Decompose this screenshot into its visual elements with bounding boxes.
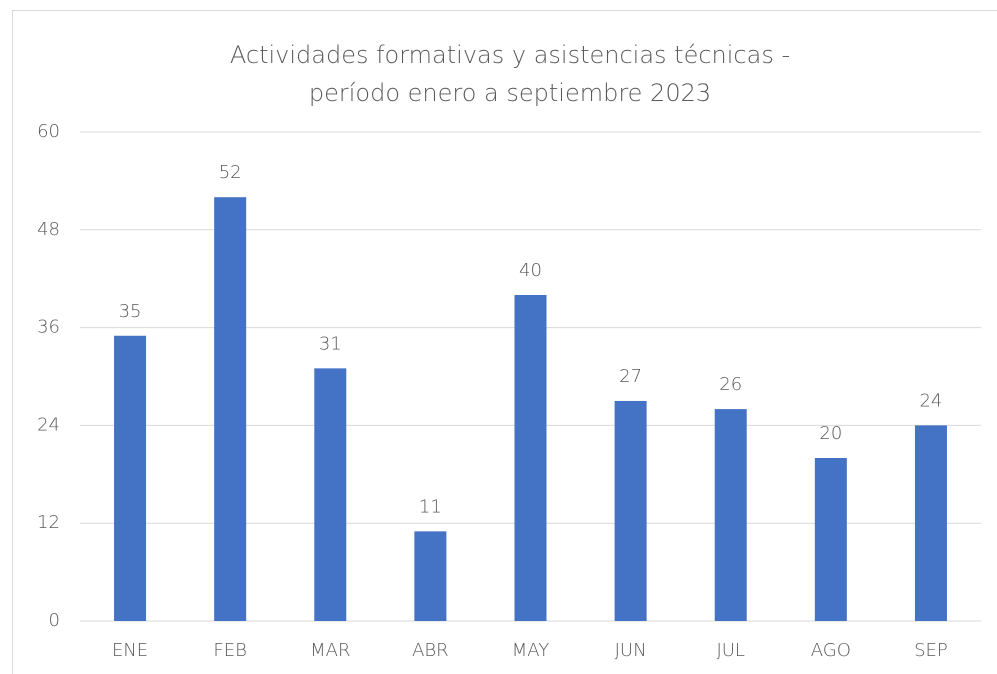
- x-tick-label: MAY: [512, 640, 549, 661]
- data-label: 40: [519, 260, 542, 281]
- y-tick-label: 24: [37, 414, 60, 435]
- data-label: 24: [919, 390, 942, 411]
- data-label: 35: [119, 301, 142, 322]
- data-label: 20: [819, 423, 842, 444]
- data-label: 11: [419, 496, 442, 517]
- x-tick-label: MAR: [310, 640, 350, 661]
- bar: [314, 368, 347, 621]
- data-label: 26: [719, 374, 742, 395]
- y-tick-label: 36: [37, 317, 60, 338]
- bar: [414, 531, 447, 621]
- x-tick-label: SEP: [914, 640, 948, 661]
- chart-title: período enero a septiembre 2023: [309, 79, 711, 107]
- y-tick-label: 12: [37, 512, 60, 533]
- chart-title: Actividades formativas y asistencias téc…: [230, 41, 790, 69]
- y-tick-label: 0: [49, 610, 60, 631]
- y-tick-label: 60: [37, 121, 60, 142]
- x-tick-label: ENE: [112, 640, 148, 661]
- x-tick-label: ABR: [412, 640, 449, 661]
- bar: [714, 409, 747, 621]
- bar: [114, 335, 147, 621]
- data-label: 27: [619, 366, 642, 387]
- bar: [214, 197, 247, 621]
- chart-border: [12, 10, 997, 674]
- x-tick-label: JUN: [615, 640, 647, 661]
- x-tick-label: FEB: [213, 640, 247, 661]
- bar: [814, 458, 847, 621]
- x-tick-label: JUL: [716, 640, 745, 661]
- data-label: 52: [219, 162, 242, 183]
- bar: [514, 295, 547, 621]
- y-tick-label: 48: [37, 219, 60, 240]
- data-label: 31: [319, 333, 342, 354]
- x-tick-label: AGO: [811, 640, 851, 661]
- bar: [614, 400, 647, 621]
- bar: [914, 425, 947, 621]
